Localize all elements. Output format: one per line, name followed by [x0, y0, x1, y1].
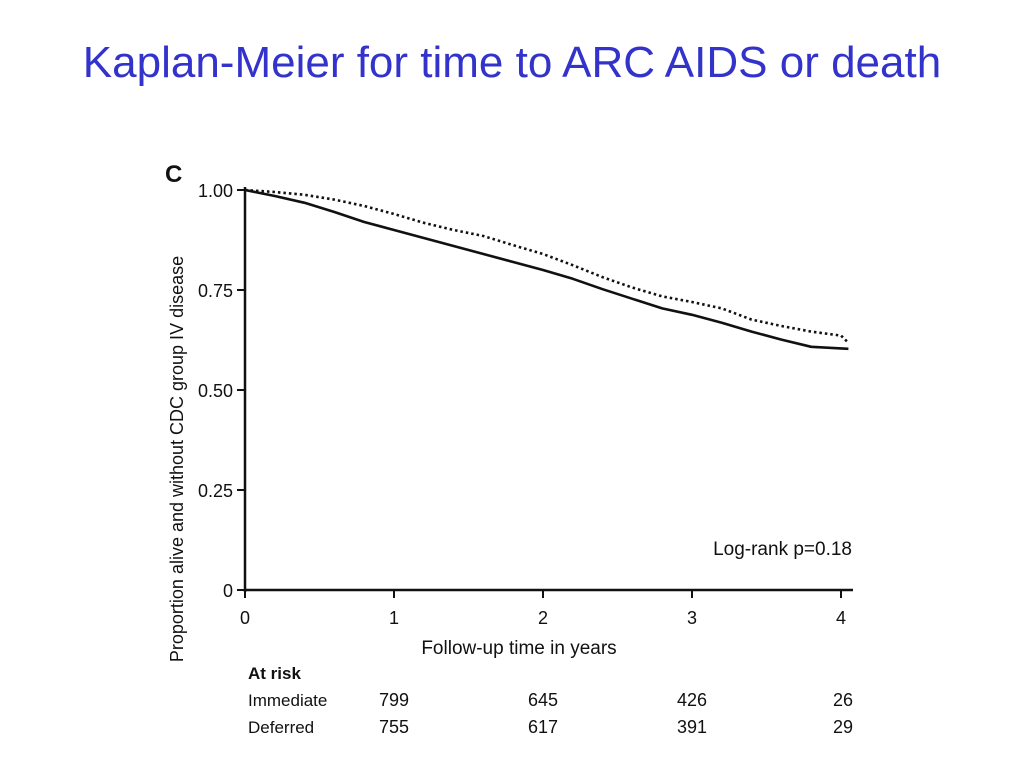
at-risk-value: 617 [528, 717, 558, 737]
x-tick-label: 2 [538, 608, 548, 628]
at-risk-row-label: Deferred [248, 718, 314, 737]
y-tick-label: 0.50 [198, 381, 233, 401]
panel-label: C [165, 161, 182, 188]
survival-curves [244, 188, 850, 351]
x-tick-label: 4 [836, 608, 846, 628]
at-risk-value: 391 [677, 717, 707, 737]
at-risk-value: 755 [379, 717, 409, 737]
x-tick-label: 3 [687, 608, 697, 628]
y-tick-label: 0.75 [198, 281, 233, 301]
at-risk-value: 645 [528, 690, 558, 710]
axes [243, 187, 853, 592]
y-tick-label: 0 [223, 581, 233, 601]
y-tick-label: 0.25 [198, 481, 233, 501]
at-risk-header: At risk [248, 664, 301, 683]
at-risk-row-label: Immediate [248, 691, 327, 710]
y-axis-label: Proportion alive and without CDC group I… [167, 256, 187, 662]
log-rank-annotation: Log-rank p=0.18 [713, 539, 852, 560]
y-tick-label: 1.00 [198, 181, 233, 201]
at-risk-value: 29 [833, 717, 853, 737]
at-risk-value: 426 [677, 690, 707, 710]
slide-title: Kaplan-Meier for time to ARC AIDS or dea… [82, 38, 942, 87]
at-risk-value: 26 [833, 690, 853, 710]
dotted-survival-curve [244, 188, 850, 344]
y-ticks: 0 0.25 0.50 0.75 1.00 [198, 181, 245, 601]
at-risk-value: 799 [379, 690, 409, 710]
at-risk-table: 799 645 426 26 755 617 391 29 [379, 690, 853, 737]
x-tick-label: 1 [389, 608, 399, 628]
solid-survival-curve [244, 188, 849, 351]
x-tick-label: 0 [240, 608, 250, 628]
x-axis-label: Follow-up time in years [421, 638, 616, 659]
x-ticks: 0 1 2 3 4 [240, 590, 846, 628]
